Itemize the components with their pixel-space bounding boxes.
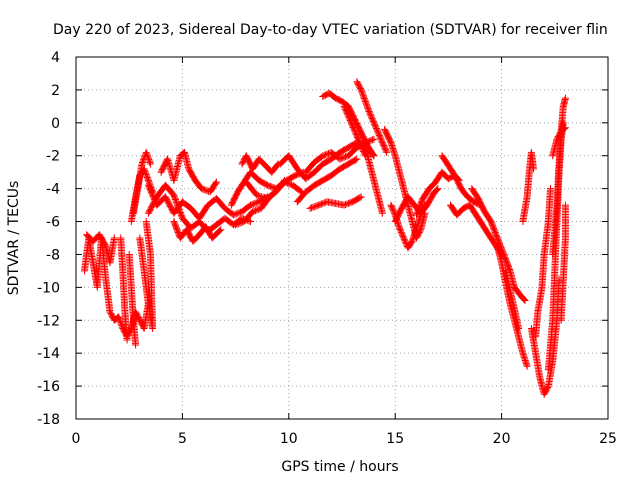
y-tick-label: 4	[51, 50, 60, 66]
y-tick-label: 2	[51, 83, 60, 99]
data-point-track	[157, 148, 220, 196]
data-point-track	[557, 201, 569, 324]
data-point-track	[502, 267, 523, 332]
y-tick-label: -12	[37, 313, 60, 329]
x-tick-label: 15	[386, 431, 404, 447]
data-point-track	[532, 185, 554, 341]
data-point-track	[519, 148, 537, 225]
data-point-track	[293, 155, 361, 206]
axis-ticks	[75, 56, 609, 420]
data-point-track	[438, 152, 484, 209]
x-axis-label: GPS time / hours	[281, 459, 398, 475]
y-axis-label: SDTVAR / TECUs	[6, 181, 22, 296]
data-point-track	[549, 124, 569, 160]
x-tick-label: 5	[178, 431, 187, 447]
data-point-track	[468, 185, 529, 304]
y-tick-label: -14	[37, 346, 60, 362]
y-tick-label: -10	[37, 280, 60, 296]
data-point-track	[130, 148, 154, 217]
x-tick-labels: 0 5 10 15 20 25	[72, 431, 617, 447]
data-point-track	[319, 89, 378, 160]
data-point-track	[306, 193, 365, 212]
y-tick-label: 0	[51, 116, 60, 132]
x-tick-label: 0	[72, 431, 81, 447]
x-tick-label: 25	[599, 431, 617, 447]
plot-frame	[75, 56, 609, 420]
data-point-track	[238, 152, 282, 176]
chart-title: Day 220 of 2023, Sidereal Day-to-day VTE…	[53, 22, 608, 38]
y-tick-label: -2	[46, 149, 60, 165]
y-tick-label: -16	[37, 379, 60, 395]
data-point-track	[83, 231, 118, 267]
x-tick-label: 10	[280, 431, 298, 447]
data-point-track	[125, 251, 140, 349]
y-tick-label: -8	[46, 247, 60, 263]
data-point-track	[136, 218, 157, 332]
data-point-track	[170, 218, 225, 245]
data-point-track	[242, 176, 288, 202]
data-point-track	[81, 234, 123, 324]
y-tick-label: -4	[46, 182, 60, 198]
x-tick-label: 20	[493, 431, 511, 447]
data-point-track	[353, 78, 391, 156]
data-points	[81, 78, 569, 398]
data-point-track	[361, 144, 386, 217]
data-point-track	[117, 234, 131, 344]
data-point-track	[527, 275, 563, 398]
y-tick-label: -6	[46, 215, 60, 231]
y-tick-labels: -18 -16 -14 -12 -10 -8 -6 -4 -2 0 2 4	[37, 50, 60, 428]
y-tick-label: -18	[37, 412, 60, 428]
